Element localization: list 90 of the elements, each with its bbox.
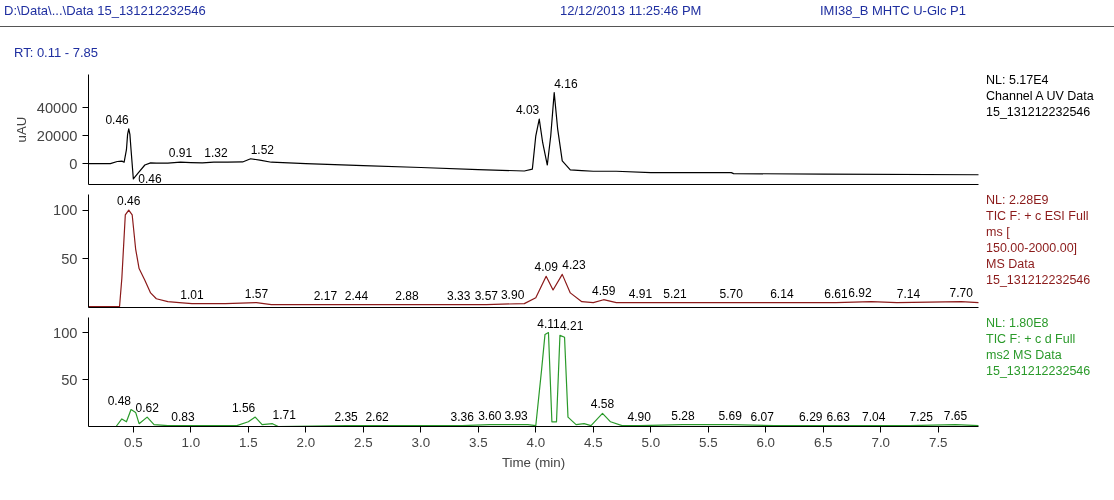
x-axis-title: Time (min) <box>501 454 566 470</box>
y-tick-label: 100 <box>53 202 78 219</box>
annotation: 2.44 <box>344 288 369 303</box>
annotation: 1.71 <box>272 407 297 422</box>
x-tick-label: 2.0 <box>296 434 316 450</box>
annotation: 4.09 <box>534 260 559 275</box>
annotation: 6.14 <box>770 286 794 301</box>
annotation: 1.32 <box>204 146 228 161</box>
text: NL: 5.17E4 <box>986 73 1049 87</box>
annotation: 4.58 <box>590 397 615 412</box>
annotation: 7.65 <box>943 408 968 423</box>
annotation: 7.70 <box>949 285 974 300</box>
text: 15_131212232546 <box>986 105 1091 119</box>
x-tick-label: 4.5 <box>584 434 603 450</box>
annotation: 6.07 <box>750 409 775 424</box>
x-tick-label: 2.5 <box>354 434 373 450</box>
y-tick-label: 20000 <box>36 127 78 144</box>
annotation: 4.11 <box>537 316 561 331</box>
text: NL: 2.28E9 <box>986 193 1049 207</box>
x-tick-label: 7.5 <box>928 434 948 450</box>
annotation: 7.25 <box>909 409 934 424</box>
annotation: 0.46 <box>105 112 130 127</box>
annotation: 5.69 <box>718 408 743 423</box>
text: ms2 MS Data <box>986 348 1062 362</box>
annotation: 4.03 <box>515 103 540 118</box>
text: TIC F: + c ESI Full <box>986 209 1089 223</box>
y-tick-label: 50 <box>61 371 78 388</box>
text: 150.00-2000.00] <box>986 241 1078 255</box>
annotation: 5.28 <box>671 408 695 423</box>
annotation: 4.23 <box>562 258 586 273</box>
x-tick-label: 3.5 <box>469 434 488 450</box>
text: 15_131212232546 <box>986 273 1091 287</box>
annotation: 0.48 <box>107 393 132 408</box>
annotation: 4.91 <box>628 286 653 301</box>
annotation: 2.88 <box>395 288 420 303</box>
x-tick-label: 5.0 <box>641 434 661 450</box>
annotation: 1.52 <box>250 142 275 157</box>
text: TIC F: + c d Full <box>986 332 1076 346</box>
annotation: 0.46 <box>117 194 141 209</box>
x-tick-label: 1.5 <box>239 434 258 450</box>
x-tick-label: 5.5 <box>699 434 718 450</box>
annotation: 6.92 <box>848 285 872 300</box>
x-tick-label: 0.5 <box>124 434 143 450</box>
annotation: 1.01 <box>180 287 204 302</box>
annotation: 3.60 <box>478 408 502 423</box>
annotation: 3.93 <box>504 408 529 423</box>
text: IMI38_B MHTC U-Glc P1 <box>820 3 966 18</box>
text: 15_131212232546 <box>986 364 1091 378</box>
y-axis-title: uAU <box>13 116 29 143</box>
text: Channel A UV Data <box>986 89 1094 103</box>
annotation: 0.46 <box>138 172 163 187</box>
y-tick-label: 100 <box>53 324 78 341</box>
x-tick-label: 6.5 <box>814 434 833 450</box>
annotation: 3.33 <box>447 288 471 303</box>
annotation: 2.62 <box>365 409 390 424</box>
annotation: 3.90 <box>500 287 525 302</box>
x-tick-label: 7.0 <box>871 434 891 450</box>
annotation: 0.62 <box>135 401 160 416</box>
annotation: 6.61 <box>824 286 848 301</box>
text: NL: 1.80E8 <box>986 316 1049 330</box>
annotation: 7.14 <box>896 286 921 301</box>
chart-title: D:\Data\...\Data 15_131212232546 <box>4 3 206 18</box>
y-tick-label: 0 <box>69 155 78 172</box>
annotation: 3.57 <box>474 288 499 303</box>
annotation: 1.57 <box>244 286 269 301</box>
text: MS Data <box>986 257 1035 271</box>
annotation: 3.36 <box>450 409 475 424</box>
annotation: 5.70 <box>719 286 744 301</box>
x-tick-label: 3.0 <box>411 434 431 450</box>
annotation: 7.04 <box>862 409 886 424</box>
annotation: 5.21 <box>663 286 687 301</box>
annotation: 0.83 <box>171 409 195 424</box>
annotation: 4.59 <box>591 283 616 298</box>
annotation: 1.56 <box>231 401 256 416</box>
annotation: 6.63 <box>826 409 851 424</box>
x-tick-label: 6.0 <box>756 434 776 450</box>
annotation: 4.16 <box>554 76 578 91</box>
annotation: 4.21 <box>559 319 584 334</box>
y-tick-label: 50 <box>61 250 78 267</box>
annotation: 4.90 <box>627 409 652 424</box>
y-tick-label: 40000 <box>36 99 78 116</box>
annotation: 0.91 <box>168 146 193 161</box>
annotation: 6.29 <box>799 409 823 424</box>
text: ms [ <box>986 225 1010 239</box>
x-tick-label: 1.0 <box>181 434 201 450</box>
text: 12/12/2013 11:25:46 PM <box>560 3 702 18</box>
chart-subtitle: RT: 0.11 - 7.85 <box>14 45 99 60</box>
x-tick-label: 4.0 <box>526 434 546 450</box>
annotation: 2.35 <box>334 409 359 424</box>
annotation: 2.17 <box>313 288 338 303</box>
